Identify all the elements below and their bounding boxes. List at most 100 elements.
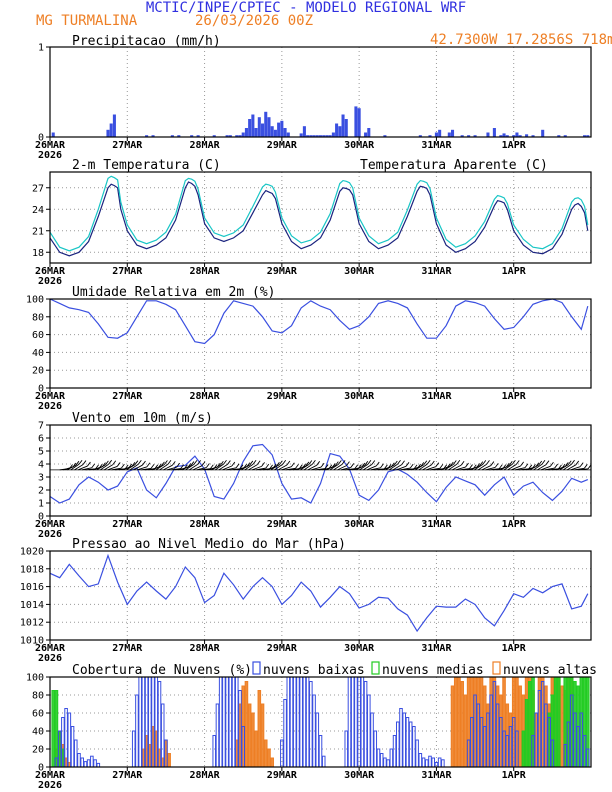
wind-barb-flag xyxy=(121,463,125,469)
wind-barb-flag xyxy=(346,461,350,466)
wind-barb-flag xyxy=(494,463,499,468)
series-line-wind-0 xyxy=(49,443,589,504)
x-year-label: 2026 xyxy=(38,276,62,287)
precip-bar xyxy=(145,135,149,137)
wind-barb xyxy=(355,464,366,471)
precip-bar xyxy=(467,135,471,137)
cloud-bar-blue xyxy=(131,730,136,768)
cloud-bar-blue xyxy=(350,676,355,768)
wind-barb xyxy=(300,464,310,471)
wind-barb xyxy=(152,465,162,471)
wind-barb-flag xyxy=(567,460,572,466)
precip-bar xyxy=(283,128,287,137)
cloud-bar-blue xyxy=(373,730,378,768)
wind-barb xyxy=(418,463,428,471)
model-run-date: 26/03/2026 00Z xyxy=(195,13,313,29)
cloud-bar-blue xyxy=(80,757,84,768)
cloud-bar-blue xyxy=(367,694,371,768)
wind-barb-flag xyxy=(171,461,176,466)
wind-barb-flag xyxy=(146,462,151,468)
precip-bar xyxy=(428,135,432,137)
precip-bar xyxy=(228,135,232,137)
cloud-bar-orange xyxy=(460,681,464,768)
x-tick-label: 31MAR xyxy=(421,391,452,402)
cloud-bar-blue xyxy=(83,761,88,768)
wind-barb xyxy=(559,464,569,471)
wind-barb-flag xyxy=(430,460,435,466)
wind-barb-flag xyxy=(393,460,398,466)
x-tick-label: 31MAR xyxy=(421,643,452,654)
wind-barb-flag xyxy=(452,460,457,465)
precip-bar xyxy=(244,128,248,137)
x-tick-label: 28MAR xyxy=(190,643,221,654)
x-tick-label: 28MAR xyxy=(190,519,221,530)
wind-barb xyxy=(222,465,233,471)
precip-bar xyxy=(335,123,339,137)
wind-barb-flag xyxy=(482,460,487,465)
cloud-bar-green xyxy=(521,730,526,768)
y-tick-label: 0 xyxy=(38,384,44,395)
cloud-bar-green xyxy=(553,676,558,768)
wind-barb-flag xyxy=(206,463,210,468)
station-coordinates: 42.7300W 17.2856S 718m xyxy=(430,32,612,48)
wind-barb xyxy=(185,463,195,471)
precip-bar xyxy=(235,135,239,137)
y-tick-label: 4 xyxy=(38,460,44,471)
wind-barb-flag xyxy=(150,464,155,469)
wind-barb xyxy=(366,465,377,471)
wind-barb-flag xyxy=(520,461,525,467)
precip-bar xyxy=(177,135,181,137)
wind-barb xyxy=(126,464,136,471)
wind-barb xyxy=(181,465,192,471)
cloud-bar-blue xyxy=(93,759,97,768)
precip-bar xyxy=(106,129,110,137)
legend-swatch-blue xyxy=(252,661,261,675)
cloud-bar-orange xyxy=(560,685,564,768)
wind-barb-flag xyxy=(278,460,283,465)
wind-barb xyxy=(192,465,203,471)
precip-bar xyxy=(286,132,290,137)
wind-barb-flag xyxy=(338,460,342,465)
y-tick-label: 1020 xyxy=(20,547,44,558)
x-tick-label: 1APR xyxy=(502,140,527,151)
x-tick-label: 30MAR xyxy=(344,519,375,530)
precip-bar xyxy=(447,132,451,137)
cloud-bar-blue xyxy=(363,681,368,768)
wind-barb-flag xyxy=(164,460,168,465)
cloud-bar-green xyxy=(528,681,532,768)
wind-barb-flag xyxy=(282,459,287,465)
cloud-bar-orange xyxy=(254,730,258,768)
wind-barb xyxy=(392,464,402,471)
y-tick-label: 1016 xyxy=(20,582,44,593)
cloud-bar-orange xyxy=(247,703,252,768)
precip-bar xyxy=(557,135,561,137)
x-year-label: 2026 xyxy=(38,150,62,161)
cloud-bar-orange xyxy=(457,676,461,768)
precip-bar xyxy=(515,132,519,137)
legend-label-orange: nuvens altas xyxy=(503,663,597,678)
legend-label-green: nuvens medias xyxy=(382,663,484,678)
wind-barb xyxy=(385,464,395,471)
precip-bar xyxy=(486,132,490,137)
wind-barb-flag xyxy=(176,462,181,468)
cloud-bar-blue xyxy=(296,676,300,768)
panel-precip: 0 1 26MAR 27MAR 28MAR 29MAR 30MAR 31MAR 1APR 2026… xyxy=(35,34,592,161)
wind-barb xyxy=(96,464,106,471)
wind-barb xyxy=(78,465,88,471)
precip-bar xyxy=(512,135,516,137)
y-tick-label: 18 xyxy=(32,248,44,259)
cloud-bar-blue xyxy=(399,708,403,768)
precip-bar xyxy=(505,135,509,137)
wind-barb xyxy=(444,464,454,471)
cloud-bar-blue xyxy=(386,759,390,768)
x-tick-label: 27MAR xyxy=(112,519,143,530)
panel-temp: 18 21 24 27 26MAR 27MAR 28MAR 29MAR 30MAR 31MAR 1A… xyxy=(32,158,592,287)
cloud-bar-blue xyxy=(434,762,439,768)
x-tick-label: 1APR xyxy=(502,391,527,402)
wind-barb xyxy=(333,463,343,471)
header: MCTIC/INPE/CPTEC - MODELO REGIONAL WRF M… xyxy=(36,0,612,48)
precip-bar xyxy=(277,122,281,137)
precip-bar xyxy=(309,135,313,137)
x-tick-label: 30MAR xyxy=(344,770,375,781)
y-tick-label: 1012 xyxy=(20,618,44,629)
